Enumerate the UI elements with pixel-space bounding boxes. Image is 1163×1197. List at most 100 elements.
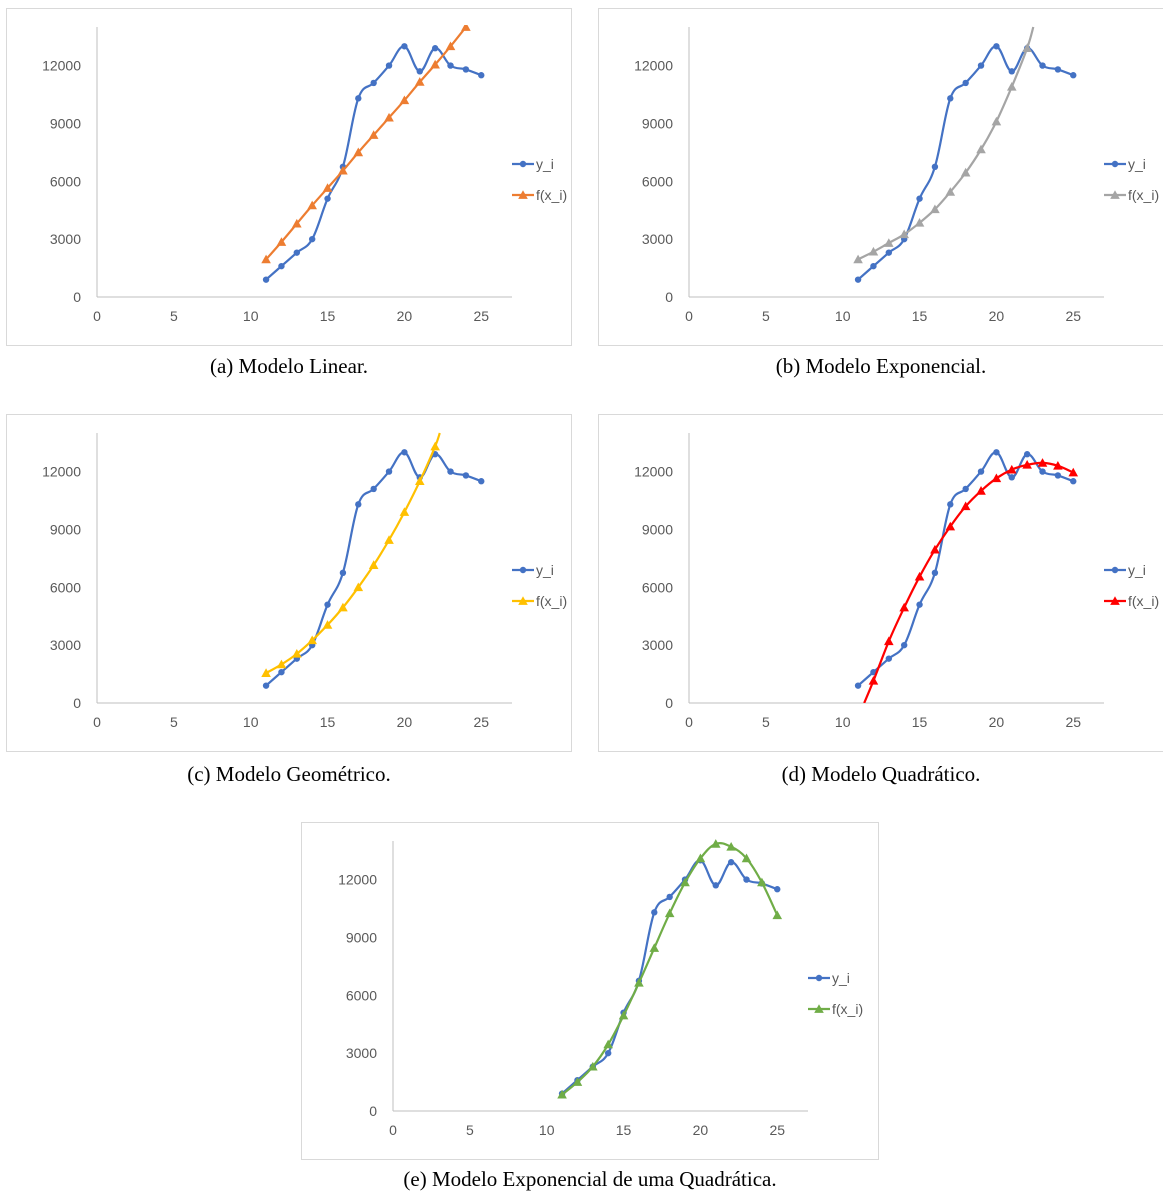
legend-label: f(x_i) xyxy=(1128,593,1159,609)
x-tick-label: 5 xyxy=(762,714,770,730)
series-y-i xyxy=(262,449,485,689)
data-point xyxy=(401,449,408,456)
data-point xyxy=(916,195,923,202)
data-point xyxy=(399,95,410,105)
data-point xyxy=(916,601,923,608)
data-point xyxy=(355,95,362,102)
legend-item: y_i xyxy=(1104,562,1146,578)
data-point xyxy=(1053,460,1063,470)
data-point xyxy=(276,237,287,246)
data-point xyxy=(572,1077,583,1086)
y-tick-label: 9000 xyxy=(50,115,81,131)
data-point xyxy=(385,62,393,69)
data-point xyxy=(930,544,940,554)
x-tick-label: 15 xyxy=(912,308,928,324)
series-f-x-i xyxy=(853,26,1035,264)
data-point xyxy=(710,839,721,848)
series-f-x-i xyxy=(557,839,783,1099)
legend-item: f(x_i) xyxy=(512,187,567,203)
x-tick-label: 5 xyxy=(170,308,178,324)
y-tick-label: 0 xyxy=(665,289,673,305)
data-point xyxy=(478,478,485,485)
y-tick-label: 6000 xyxy=(50,579,81,595)
data-point xyxy=(292,218,302,228)
data-point xyxy=(278,668,285,676)
x-tick-label: 10 xyxy=(243,308,259,324)
data-point xyxy=(634,977,644,987)
data-point xyxy=(757,877,767,887)
caption-c: (c) Modelo Geométrico. xyxy=(187,762,391,786)
y-tick-label: 9000 xyxy=(346,929,377,945)
x-tick-label: 0 xyxy=(685,714,693,730)
data-point xyxy=(977,468,985,475)
data-point xyxy=(960,501,971,511)
data-point xyxy=(324,601,331,608)
y-tick-label: 9000 xyxy=(642,521,673,537)
y-tick-label: 3000 xyxy=(50,231,81,247)
data-point xyxy=(664,908,675,918)
data-point xyxy=(293,249,301,256)
legend-item: y_i xyxy=(808,970,850,986)
chart-e: 0 3000 6000 9000 12000 0 5 10 15 20 25 y_i f(x_i) xyxy=(338,839,863,1138)
data-point xyxy=(931,569,939,577)
data-point xyxy=(868,676,879,685)
data-point xyxy=(947,501,954,508)
x-tick-label: 15 xyxy=(616,1122,632,1138)
caption-e: (e) Modelo Exponencial de uma Quadrática… xyxy=(403,1167,777,1191)
x-tick-label: 20 xyxy=(397,714,413,730)
series-y-i xyxy=(854,43,1077,283)
caption-d: (d) Modelo Quadrático. xyxy=(781,762,981,786)
data-point xyxy=(914,571,925,581)
data-point xyxy=(308,235,316,243)
legend-marker xyxy=(1111,160,1119,168)
series-f-x-i xyxy=(261,432,441,677)
data-point xyxy=(1068,467,1079,477)
legend-marker xyxy=(519,566,527,574)
legend-label: y_i xyxy=(1128,156,1146,172)
data-point xyxy=(772,910,783,920)
data-point xyxy=(977,62,985,69)
x-tick-label: 25 xyxy=(473,714,489,730)
series-f-x-i xyxy=(261,25,471,264)
data-point xyxy=(447,468,454,475)
series-y-i xyxy=(558,857,781,1097)
data-point xyxy=(430,59,440,69)
data-point xyxy=(960,167,971,177)
y-tick-label: 12000 xyxy=(42,58,81,74)
data-point xyxy=(945,521,956,531)
data-point xyxy=(727,859,735,866)
data-point xyxy=(884,238,894,247)
data-point xyxy=(322,183,333,192)
series-f-x-i xyxy=(863,458,1079,703)
chart-frame-e: 0 3000 6000 9000 12000 0 5 10 15 20 25 y_i f(x_i) xyxy=(301,822,879,1160)
data-point xyxy=(680,877,690,887)
series-y-i xyxy=(262,43,485,283)
data-point xyxy=(993,43,1000,50)
data-point xyxy=(1037,458,1048,467)
data-point xyxy=(1023,451,1031,458)
data-point xyxy=(399,507,410,516)
data-point xyxy=(976,486,986,495)
data-point xyxy=(368,130,379,139)
y-tick-label: 0 xyxy=(73,289,81,305)
legend-marker xyxy=(518,596,528,605)
y-tick-label: 0 xyxy=(369,1103,377,1119)
data-point xyxy=(1022,460,1032,469)
data-point xyxy=(1070,478,1077,485)
x-tick-label: 15 xyxy=(320,308,336,324)
data-point xyxy=(1008,68,1015,75)
data-point xyxy=(945,187,956,196)
x-tick-label: 10 xyxy=(835,714,851,730)
y-tick-label: 0 xyxy=(73,695,81,711)
x-tick-label: 20 xyxy=(693,1122,709,1138)
data-point xyxy=(726,841,736,851)
legend-label: f(x_i) xyxy=(1128,187,1159,203)
x-tick-label: 25 xyxy=(1065,308,1081,324)
data-point xyxy=(385,468,393,475)
legend-label: y_i xyxy=(536,562,554,578)
data-point xyxy=(899,602,909,612)
x-tick-label: 25 xyxy=(1065,714,1081,730)
data-point xyxy=(262,276,270,283)
data-point xyxy=(962,79,969,87)
data-point xyxy=(741,853,752,863)
